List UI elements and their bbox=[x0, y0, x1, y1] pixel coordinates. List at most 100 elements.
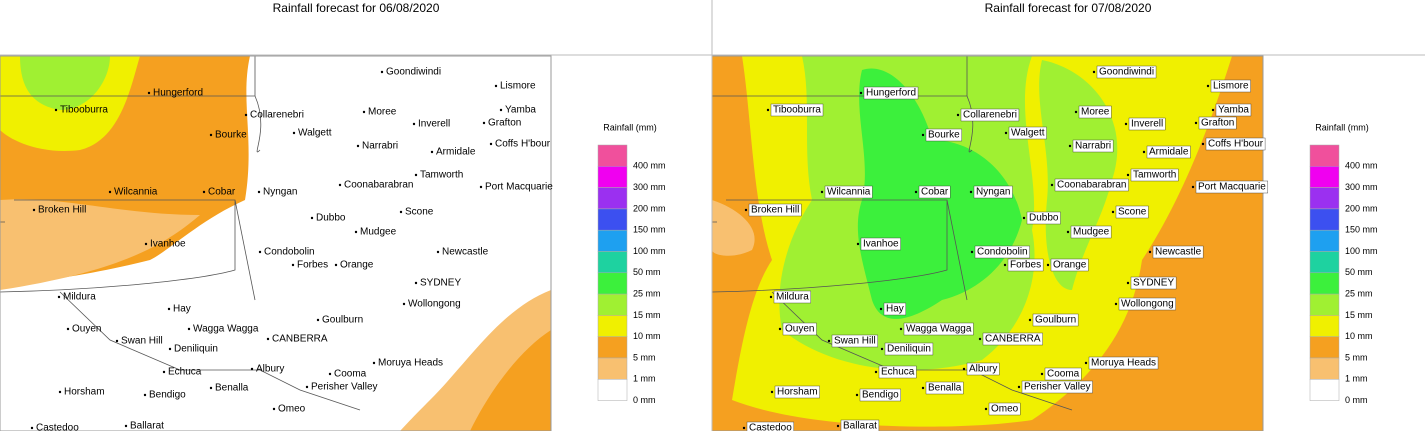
label-box bbox=[746, 421, 795, 431]
town-dot bbox=[305, 385, 309, 389]
town-label: Nyngan bbox=[976, 187, 1010, 198]
town-label: Bendigo bbox=[862, 390, 899, 401]
town-dot bbox=[489, 142, 493, 146]
town-dot bbox=[1111, 210, 1115, 214]
town-label: Ivanhoe bbox=[863, 239, 899, 250]
label-box bbox=[878, 365, 917, 379]
town-label: Orange bbox=[1053, 260, 1087, 271]
label-box bbox=[1096, 65, 1157, 79]
legend-swatch bbox=[1309, 272, 1340, 295]
town-label: Horsham bbox=[64, 387, 105, 398]
panel-title: Rainfall forecast for 06/08/2020 bbox=[273, 1, 440, 15]
label-box bbox=[982, 332, 1043, 346]
town-label: Collarenebri bbox=[250, 110, 304, 121]
label-box bbox=[1044, 367, 1082, 381]
town-dot bbox=[266, 337, 270, 341]
town-dot bbox=[769, 295, 773, 299]
legend-swatch bbox=[597, 166, 628, 188]
town-dot bbox=[770, 390, 774, 394]
legend-label: 5 mm bbox=[1345, 352, 1368, 362]
town-dot bbox=[482, 121, 486, 125]
town-label: SYDNEY bbox=[420, 278, 461, 289]
town-label: Ballarat bbox=[130, 421, 164, 431]
legend-label: 25 mm bbox=[633, 288, 661, 298]
legend-swatch bbox=[597, 357, 628, 380]
town-label: Bourke bbox=[215, 130, 247, 141]
label-box bbox=[863, 86, 919, 100]
label-box bbox=[1072, 139, 1114, 153]
legend-swatch bbox=[597, 336, 628, 359]
town-label: Hungerford bbox=[866, 88, 916, 99]
town-label: Forbes bbox=[297, 260, 328, 271]
town-dot bbox=[1206, 84, 1210, 88]
label-box bbox=[1026, 211, 1061, 225]
label-box bbox=[918, 185, 951, 199]
town-dot bbox=[962, 367, 966, 371]
town-label: Goulburn bbox=[322, 315, 363, 326]
town-dot bbox=[414, 173, 418, 177]
town-label: SYDNEY bbox=[1133, 278, 1174, 289]
town-dot bbox=[956, 113, 960, 117]
legend-label: 200 mm bbox=[633, 203, 666, 213]
label-box bbox=[1195, 180, 1269, 194]
town-dot bbox=[778, 327, 782, 331]
town-dot bbox=[1046, 263, 1050, 267]
town-label: Moree bbox=[368, 107, 397, 118]
town-dot bbox=[836, 424, 840, 428]
town-label: Goondiwindi bbox=[1099, 67, 1154, 78]
town-dot bbox=[1017, 385, 1021, 389]
state-border bbox=[711, 56, 1073, 411]
legend-label: 200 mm bbox=[1345, 203, 1378, 213]
town-dot bbox=[356, 144, 360, 148]
town-dot bbox=[1074, 110, 1078, 114]
town-dot bbox=[54, 108, 58, 112]
town-label: Grafton bbox=[488, 118, 521, 129]
legend-swatch bbox=[1309, 379, 1340, 401]
town-label: Grafton bbox=[1201, 118, 1234, 129]
legend-swatch bbox=[1309, 251, 1340, 274]
legend-label: 150 mm bbox=[633, 225, 666, 235]
town-label: Inverell bbox=[1131, 119, 1163, 130]
town-label: Yamba bbox=[505, 105, 536, 116]
town-dot bbox=[1194, 121, 1198, 125]
legend-swatch bbox=[597, 272, 628, 295]
town-label: Moruya Heads bbox=[1091, 358, 1156, 369]
town-dot bbox=[162, 370, 166, 374]
town-label: Coonabarabran bbox=[344, 180, 414, 191]
town-dot bbox=[187, 327, 191, 331]
label-box bbox=[1050, 258, 1089, 272]
label-box bbox=[1205, 137, 1266, 151]
town-label: Echuca bbox=[168, 367, 202, 378]
town-label: Benalla bbox=[215, 383, 249, 394]
town-label: Tibooburra bbox=[60, 105, 108, 116]
town-dot bbox=[984, 407, 988, 411]
town-label: Walgett bbox=[1011, 128, 1045, 139]
legend-label: 5 mm bbox=[633, 352, 656, 362]
town-dot bbox=[291, 263, 295, 267]
town-dot bbox=[855, 393, 859, 397]
town-dot bbox=[147, 91, 151, 95]
legend-label: 1 mm bbox=[1345, 374, 1368, 384]
legend-label: 0 mm bbox=[633, 395, 656, 405]
legend-swatch bbox=[597, 379, 628, 401]
town-dot bbox=[1114, 302, 1118, 306]
town-dot bbox=[1068, 144, 1072, 148]
label-box bbox=[1021, 380, 1093, 394]
legend-label: 50 mm bbox=[633, 267, 661, 277]
town-label: Wagga Wagga bbox=[906, 324, 972, 335]
legend-label: 100 mm bbox=[1345, 246, 1378, 256]
town-dot bbox=[167, 307, 171, 311]
label-box bbox=[1008, 126, 1047, 140]
town-label: Scone bbox=[1118, 207, 1147, 218]
town-dot bbox=[168, 347, 172, 351]
town-label: Wagga Wagga bbox=[193, 324, 259, 335]
town-label: Mildura bbox=[63, 292, 96, 303]
town-label: Albury bbox=[256, 364, 284, 375]
label-box bbox=[1088, 356, 1159, 370]
label-box bbox=[883, 302, 906, 316]
panel: Rainfall forecast for 06/08/2020 Tiboobur… bbox=[0, 1, 666, 431]
town-label: Yamba bbox=[1218, 105, 1249, 116]
town-dot bbox=[859, 91, 863, 95]
town-dot bbox=[1004, 131, 1008, 135]
town-label: Hay bbox=[173, 304, 191, 315]
